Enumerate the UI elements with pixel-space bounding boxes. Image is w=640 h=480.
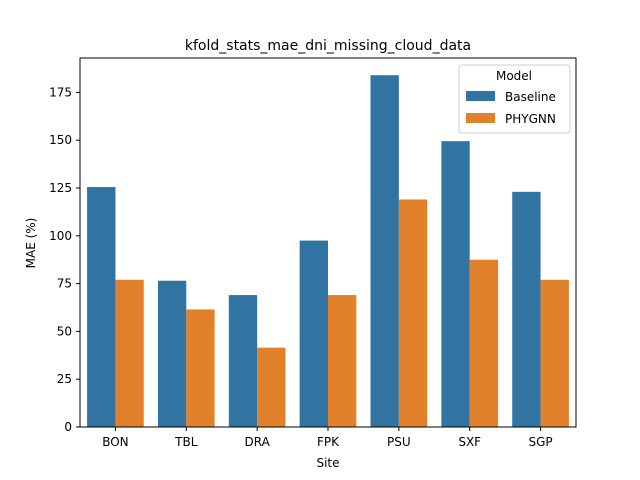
x-axis: BON TBL DRA FPK PSU SXF SGP — [102, 427, 553, 449]
plot-frame — [79, 57, 577, 428]
x-tick-label: BON — [102, 435, 128, 449]
y-tick-label: 0 — [64, 420, 72, 434]
x-tick-label: SXF — [458, 435, 481, 449]
x-tick-label: PSU — [387, 435, 411, 449]
y-tick-label: 150 — [49, 133, 72, 147]
bar-phygnn-sxf — [469, 259, 499, 427]
bar-phygnn-dra — [257, 347, 286, 427]
bar-baseline-sgp — [512, 191, 541, 427]
bar-baseline-tbl — [157, 280, 187, 427]
y-axis-label: MAE (%) — [24, 218, 38, 269]
legend-swatch-phygnn — [466, 113, 495, 123]
y-tick-label: 175 — [49, 85, 72, 99]
x-axis-label: Site — [316, 456, 339, 470]
x-tick-label: FPK — [317, 435, 340, 449]
bar-baseline-sxf — [441, 141, 470, 427]
y-tick-label: 50 — [57, 324, 72, 338]
y-tick-label: 100 — [49, 229, 72, 243]
bar-phygnn-psu — [398, 199, 428, 427]
chart-title: kfold_stats_mae_dni_missing_cloud_data — [185, 38, 471, 54]
y-axis: 0 25 50 75 100 125 150 175 — [49, 85, 80, 434]
bars-group — [87, 75, 569, 428]
bar-phygnn-tbl — [186, 309, 215, 427]
bar-phygnn-bon — [115, 279, 144, 427]
y-tick-label: 25 — [57, 372, 72, 386]
x-tick-label: DRA — [244, 435, 270, 449]
bar-phygnn-sgp — [540, 279, 569, 427]
y-tick-label: 75 — [57, 277, 72, 291]
legend-title: Model — [496, 69, 532, 83]
bar-baseline-fpk — [299, 240, 328, 427]
legend-label-baseline: Baseline — [505, 90, 556, 104]
legend: Model Baseline PHYGNN — [458, 64, 571, 134]
x-tick-label: SGP — [528, 435, 552, 449]
legend-label-phygnn: PHYGNN — [505, 112, 556, 126]
bar-baseline-dra — [228, 295, 258, 427]
bar-phygnn-fpk — [328, 295, 357, 427]
y-tick-label: 125 — [49, 181, 72, 195]
legend-swatch-baseline — [466, 91, 495, 101]
bar-baseline-bon — [87, 187, 116, 427]
bar-baseline-psu — [370, 75, 399, 428]
x-tick-label: TBL — [174, 435, 198, 449]
